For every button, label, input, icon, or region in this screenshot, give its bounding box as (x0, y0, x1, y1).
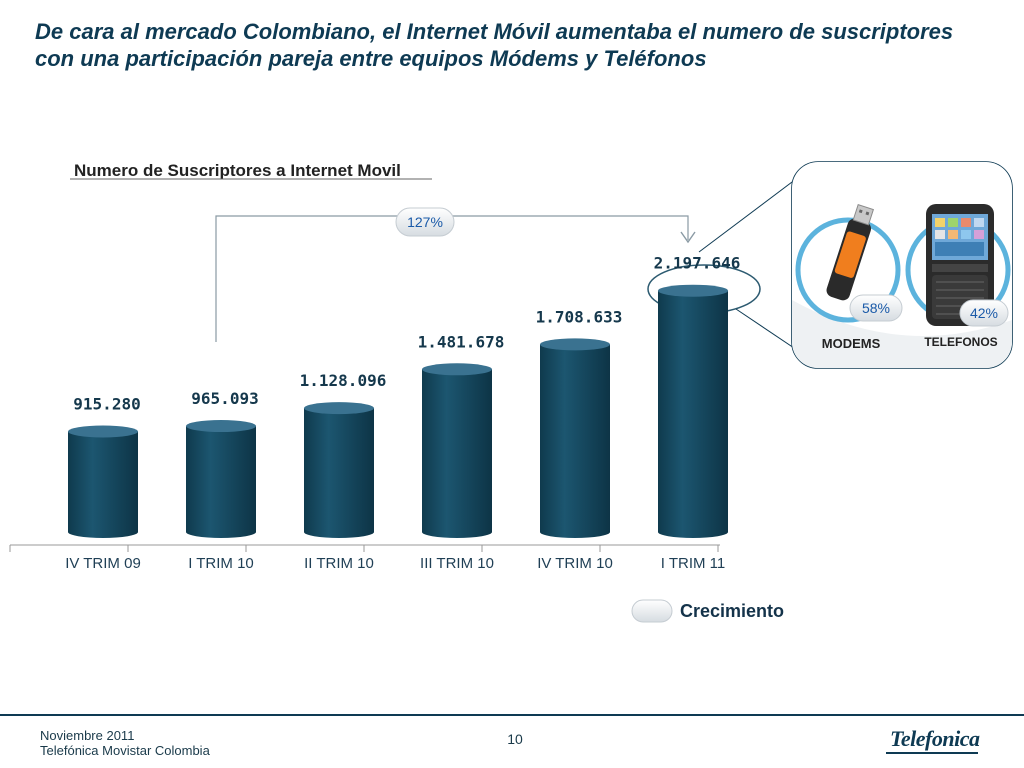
bar-top-iv-trim-09 (68, 425, 138, 438)
category-label-iv-trim-09: IV TRIM 09 (65, 555, 141, 572)
legend-label: Crecimiento (680, 601, 784, 621)
page-title: De cara al mercado Colombiano, el Intern… (35, 18, 995, 72)
value-label-ii-trim-10: 1.128.096 (300, 371, 387, 390)
logo-underline (886, 752, 978, 754)
phones-pct: 42% (970, 305, 998, 321)
footer-date: Noviembre 2011 (40, 728, 135, 743)
phones-pct-badge (959, 299, 1009, 327)
bar-i-trim-10 (186, 426, 256, 538)
legend: Crecimiento (631, 599, 784, 623)
bar-iv-trim-10 (540, 344, 610, 538)
phones-label: TELEFONOS (924, 335, 997, 349)
value-label-iv-trim-09: 915.280 (73, 395, 140, 414)
page-number: 10 (507, 731, 523, 747)
company-logo: Telefonica (890, 726, 980, 751)
bar-top-i-trim-10 (186, 420, 256, 433)
connector-line-top (698, 175, 801, 253)
value-label-iii-trim-10: 1.481.678 (418, 332, 505, 351)
chart-title: Numero de Suscriptores a Internet Movil (74, 161, 401, 180)
breakdown-panel: 58% MODEMS 42% TELEFONOS (791, 161, 1013, 369)
bar-iv-trim-09 (68, 431, 138, 538)
x-axis (9, 544, 720, 552)
bar-ii-trim-10 (304, 408, 374, 538)
growth-arrow-icon (680, 231, 696, 244)
modems-label: MODEMS (822, 336, 881, 351)
category-label-i-trim-10: I TRIM 10 (188, 555, 254, 572)
footer-divider (0, 714, 1024, 716)
bars-group: 915.280 IV TRIM 09 965.093 I TRIM 10 1.128.0… (65, 254, 740, 572)
footer-company: Telefónica Movistar Colombia (40, 743, 210, 758)
category-label-iii-trim-10: III TRIM 10 (420, 555, 494, 572)
modems-pct: 58% (862, 300, 890, 316)
bar-top-i-trim-11 (658, 284, 728, 297)
legend-swatch (631, 599, 673, 623)
value-label-i-trim-10: 965.093 (191, 389, 258, 408)
bar-top-iv-trim-10 (540, 338, 610, 351)
category-label-i-trim-11: I TRIM 11 (661, 555, 725, 572)
growth-label: 127% (407, 214, 443, 230)
bar-i-trim-11 (658, 290, 728, 538)
value-label-iv-trim-10: 1.708.633 (536, 307, 623, 326)
category-label-iv-trim-10: IV TRIM 10 (537, 555, 613, 572)
connector-line-bottom (735, 308, 801, 353)
bar-iii-trim-10 (422, 369, 492, 538)
growth-badge (395, 207, 455, 237)
modems-pct-badge (849, 294, 903, 322)
bar-top-ii-trim-10 (304, 402, 374, 415)
title-line-2: con una participación pareja entre equip… (35, 46, 707, 71)
value-label-i-trim-11: 2.197.646 (654, 254, 741, 273)
title-line-1: De cara al mercado Colombiano, el Intern… (35, 19, 954, 44)
usb-modem-icon (826, 204, 875, 301)
bar-top-iii-trim-10 (422, 363, 492, 376)
category-label-ii-trim-10: II TRIM 10 (304, 555, 374, 572)
footer-info: Noviembre 2011 Telefónica Movistar Colom… (40, 728, 210, 758)
